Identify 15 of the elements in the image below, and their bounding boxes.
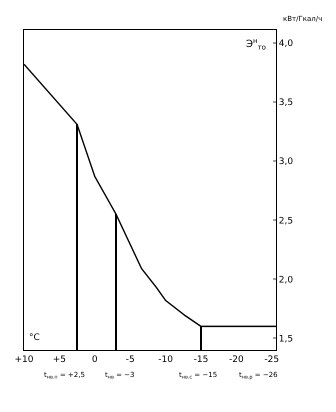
x-tick-label: +10	[14, 354, 34, 365]
y-tick-label: 3,0	[278, 157, 294, 168]
x-tick-label: +5	[52, 354, 66, 365]
y-tick-label: 4,0	[278, 39, 294, 50]
x-tick-label: -15	[194, 354, 208, 365]
x-tick-label: -25	[264, 354, 280, 365]
x-tick-label: -10	[158, 354, 174, 365]
y-tick-label: 3,5	[278, 98, 294, 108]
y-tick-label: 2,5	[278, 216, 294, 226]
y-tick-label: 1,5	[278, 334, 294, 344]
x-tick-label: 0	[92, 354, 98, 365]
y-tick-label: 2,0	[278, 275, 294, 286]
x-axis-title: °C	[29, 333, 40, 343]
x-tick-label: -5	[126, 354, 135, 365]
x-tick-label: -20	[229, 354, 244, 365]
